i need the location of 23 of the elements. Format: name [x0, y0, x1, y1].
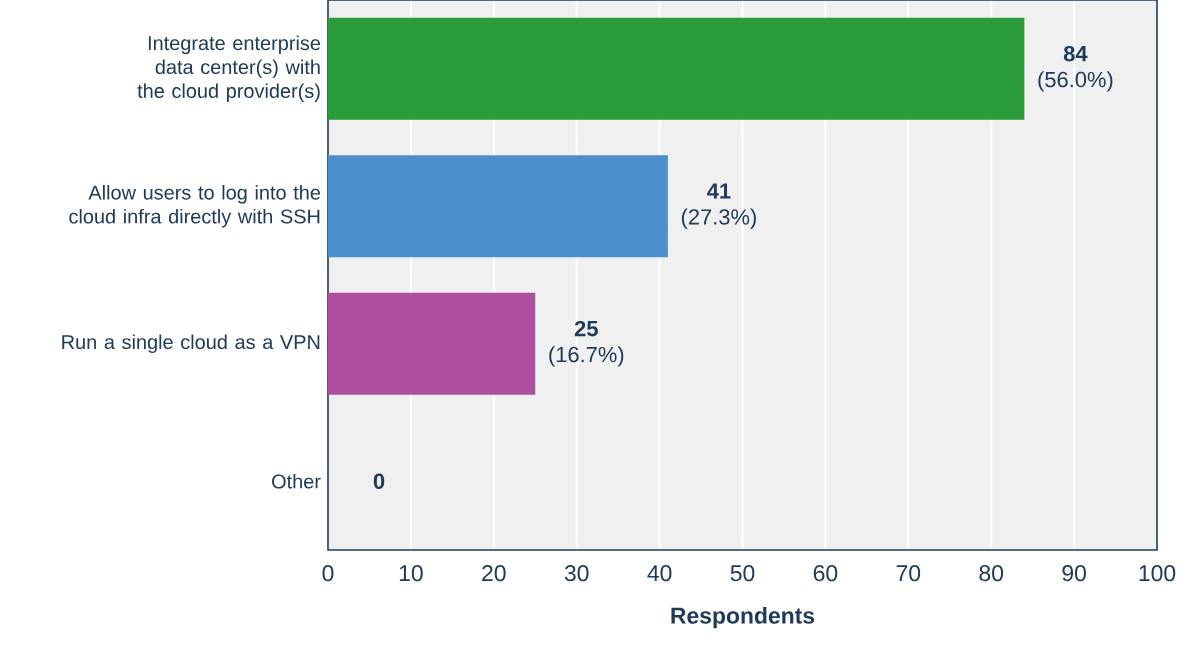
x-tick-label: 20 [482, 565, 506, 582]
bar [328, 292, 536, 395]
x-tick-label: 0 [322, 565, 334, 582]
x-tick-label: 100 [1139, 565, 1176, 582]
x-tick-label: 30 [564, 565, 589, 582]
data-label: 0 [373, 473, 385, 490]
x-tick-label: 80 [979, 565, 1004, 582]
y-tick-label: Run a single cloud as a VPN [62, 334, 320, 354]
y-tick-label: Allow users to log into the cloud infra directly with SSH [69, 185, 321, 228]
bar [328, 155, 668, 258]
y-tick-label: Integrate enterprise data center(s) with the cloud provider(s) [137, 35, 321, 102]
x-tick-label: 40 [647, 565, 672, 582]
x-axis-title: Respondents [671, 606, 815, 629]
x-tick-label: 90 [1062, 565, 1086, 582]
bar [328, 17, 1025, 120]
data-label: 84 (56.0%) [1038, 45, 1113, 92]
data-label: 25 (16.7%) [549, 320, 624, 367]
x-tick-label: 10 [399, 565, 423, 582]
data-label: 41 (27.3%) [681, 183, 756, 230]
y-tick-label: Other [272, 473, 321, 489]
x-tick-label: 60 [813, 565, 838, 582]
x-tick-label: 50 [730, 565, 755, 582]
x-tick-label: 70 [896, 565, 921, 582]
